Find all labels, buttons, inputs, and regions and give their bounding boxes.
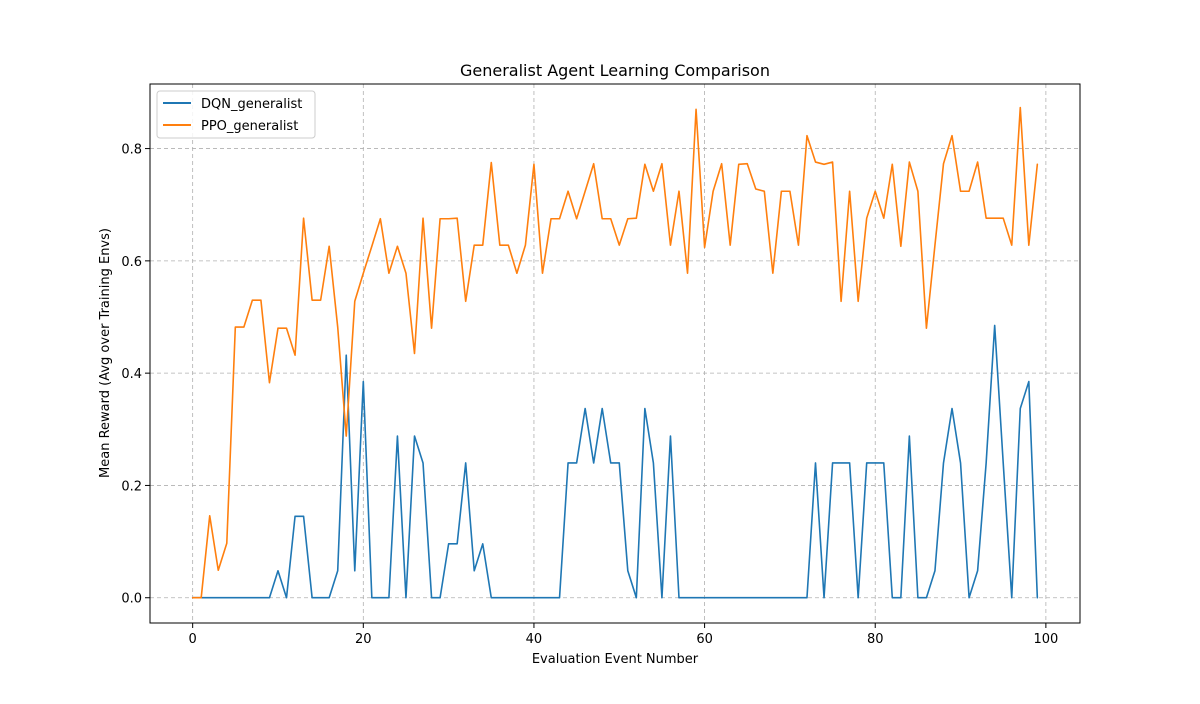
series-line-dqn-generalist	[191, 324, 1039, 599]
legend-box	[156, 90, 316, 139]
x-tick-label: 0	[189, 632, 197, 647]
chart-title: Generalist Agent Learning Comparison	[460, 61, 770, 80]
x-tick-label: 40	[526, 632, 543, 647]
x-tick-label: 20	[355, 632, 372, 647]
y-tick-label: 0.6	[121, 255, 142, 270]
x-tick-label: 100	[1033, 632, 1058, 647]
y-axis-ticks: 0.0 0.2 0.4 0.6 0.8	[121, 143, 150, 607]
grid	[150, 84, 1080, 623]
legend-label-ppo: PPO_generalist	[201, 119, 298, 134]
series-line-ppo-generalist	[191, 106, 1039, 599]
series-lines	[191, 106, 1039, 599]
x-axis-label: Evaluation Event Number	[532, 652, 699, 667]
y-tick-label: 0.2	[121, 479, 142, 494]
x-axis-ticks: 0 20 40 60 80 100	[189, 623, 1058, 647]
x-tick-label: 80	[867, 632, 884, 647]
legend: DQN_generalist PPO_generalist	[156, 90, 316, 139]
y-axis-label: Mean Reward (Avg over Training Envs)	[98, 228, 113, 478]
x-tick-label: 60	[696, 632, 713, 647]
legend-label-dqn: DQN_generalist	[201, 97, 302, 112]
y-tick-label: 0.4	[121, 367, 142, 382]
plot-frame	[149, 83, 1081, 624]
y-tick-label: 0.8	[121, 143, 142, 158]
y-tick-label: 0.0	[121, 592, 142, 607]
